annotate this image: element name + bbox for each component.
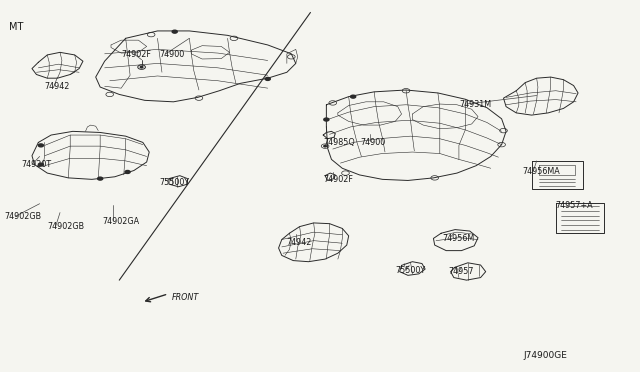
Text: J74900GE: J74900GE (524, 351, 568, 360)
Circle shape (172, 30, 177, 33)
Text: 74902GB: 74902GB (47, 222, 84, 231)
Text: 74942: 74942 (287, 238, 312, 247)
Circle shape (38, 144, 44, 147)
Text: FRONT: FRONT (172, 293, 200, 302)
Text: 74900: 74900 (360, 138, 385, 147)
Text: 74956MA: 74956MA (523, 167, 561, 176)
Text: 74900: 74900 (159, 51, 185, 60)
Text: 74942: 74942 (45, 82, 70, 91)
Text: 74957: 74957 (449, 267, 474, 276)
Text: 74902GA: 74902GA (102, 217, 139, 225)
Circle shape (38, 163, 44, 166)
Text: 74931M: 74931M (459, 100, 491, 109)
Circle shape (324, 118, 329, 121)
Text: 74957+A: 74957+A (556, 201, 593, 210)
Circle shape (351, 95, 356, 98)
Text: MT: MT (9, 22, 24, 32)
Text: 74902F: 74902F (121, 51, 151, 60)
Circle shape (265, 77, 270, 80)
Text: 75500Y: 75500Y (395, 266, 426, 275)
Circle shape (98, 177, 102, 180)
Text: 74956M: 74956M (442, 234, 475, 243)
Text: 75500Y: 75500Y (159, 178, 189, 187)
Circle shape (324, 145, 326, 147)
Text: 74902GB: 74902GB (4, 212, 42, 221)
Text: 74902F: 74902F (323, 175, 353, 184)
Circle shape (125, 170, 130, 173)
Circle shape (140, 66, 143, 68)
Text: 74985Q: 74985Q (323, 138, 355, 147)
Text: 74920T: 74920T (22, 160, 52, 169)
